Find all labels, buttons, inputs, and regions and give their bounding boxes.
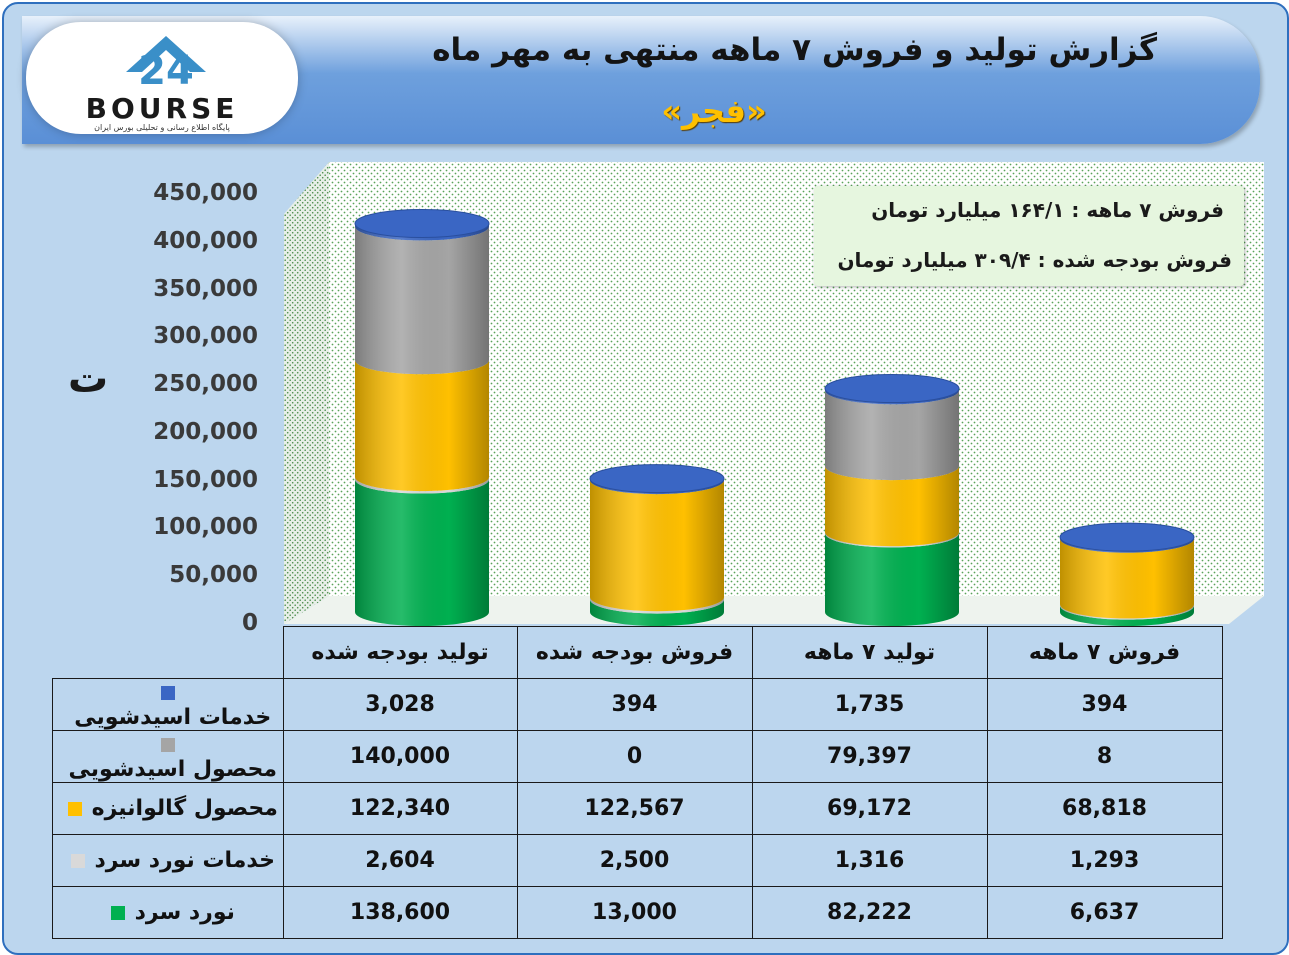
table-cell: 1,316 <box>751 834 988 887</box>
table-cell: 394 <box>516 678 753 731</box>
page-title: گزارش تولید و فروش ۷ ماهه منتهی به مهر م… <box>432 32 1157 68</box>
bar-top-cap <box>589 464 725 494</box>
table-row: محصول اسیدشویی 140,000 0 79,397 8 <box>52 730 1223 783</box>
table-cell: 140,000 <box>282 730 518 783</box>
y-tick-label: 450,000 <box>153 180 258 206</box>
logo-graphic: 24 BOURSE پایگاه اطلاع رسانی و تحلیلی بو… <box>86 36 239 132</box>
y-tick-label: 350,000 <box>153 275 258 302</box>
bar-segment-shading <box>1060 538 1194 619</box>
table-cell: 2,604 <box>282 834 518 887</box>
table-cell: 82,222 <box>751 886 988 939</box>
table-cell: 2,500 <box>516 834 753 887</box>
bar-segment-shading <box>825 466 959 547</box>
bar-segment-shading <box>355 226 489 375</box>
table-row: محصول گالوانیزه 122,340 122,567 69,172 68,81… <box>52 782 1223 835</box>
table-cell: 122,340 <box>282 782 518 835</box>
table-cell: 394 <box>986 678 1223 731</box>
table-cell: 8 <box>986 730 1223 783</box>
table-cell: 13,000 <box>516 886 753 939</box>
page-subtitle: «فجر» <box>661 92 767 130</box>
table-cell: 6,637 <box>986 886 1223 939</box>
legend-label: محصول گالوانیزه <box>91 796 278 821</box>
y-tick-label: 400,000 <box>153 227 258 254</box>
table-cell: 79,397 <box>751 730 988 783</box>
legend-label: نورد سرد <box>134 900 235 925</box>
bar-segment-shading <box>590 480 724 612</box>
y-axis-unit: ت <box>68 356 109 402</box>
legend-label: خدمات نورد سرد <box>94 848 276 873</box>
bar-segment-shading <box>825 390 959 481</box>
table-row-label: خدمات اسیدشویی <box>52 678 284 731</box>
table-header-row: تولید بودجه شده فروش بودجه شده تولید ۷ م… <box>52 626 1223 679</box>
bar-segment-shading <box>590 599 724 626</box>
legend-key <box>110 906 125 920</box>
table-header-cell: تولید بودجه شده <box>282 626 518 679</box>
bar-top-cap <box>824 374 960 404</box>
table-cell: 138,600 <box>282 886 518 939</box>
y-tick-label: 250,000 <box>153 371 258 398</box>
table-cell: 1,735 <box>751 678 988 731</box>
table-header-cell: فروش ۷ ماهه <box>986 626 1223 679</box>
table-cell: 122,567 <box>516 782 753 835</box>
legend-label: خدمات اسیدشویی <box>74 704 272 730</box>
table-corner <box>52 626 284 679</box>
bar-segment-shading <box>355 360 489 492</box>
data-table: تولید بودجه شده فروش بودجه شده تولید ۷ م… <box>52 626 1223 939</box>
summary-sales-line: فروش ۷ ماهه : ۱۶۴/۱ میلیارد تومان <box>871 198 1224 222</box>
table-row: خدمات نورد سرد 2,604 2,500 1,316 1,293 <box>52 834 1223 887</box>
chart-area <box>284 162 1264 626</box>
bar-top-cap <box>354 208 490 238</box>
bar-segment-shading <box>825 533 959 626</box>
table-header-cell: تولید ۷ ماهه <box>751 626 988 679</box>
bar-segment-shading <box>355 223 489 241</box>
table-cell: 3,028 <box>282 678 518 731</box>
bars-group <box>354 208 1195 626</box>
bar-top-cap <box>1059 522 1195 552</box>
table-row-label: نورد سرد <box>52 886 284 939</box>
table-header-cell: فروش بودجه شده <box>516 626 753 679</box>
y-tick-label: 200,000 <box>153 418 258 445</box>
y-tick-label: 100,000 <box>153 514 258 541</box>
y-tick-label: 300,000 <box>153 323 258 350</box>
summary-box: فروش ۷ ماهه : ۱۶۴/۱ میلیارد تومان فروش ب… <box>814 186 1244 286</box>
logo-tagline: پایگاه اطلاع رسانی و تحلیلی بورس ایران <box>94 122 230 132</box>
table-row-label: محصول اسیدشویی <box>52 730 284 783</box>
logo-text: BOURSE <box>86 92 239 125</box>
table-cell: 68,818 <box>986 782 1223 835</box>
legend-key <box>160 737 175 752</box>
legend-label: محصول اسیدشویی <box>68 756 277 782</box>
logo-roof-shape <box>126 36 206 72</box>
table-row-label: خدمات نورد سرد <box>52 834 284 887</box>
table-row: خدمات اسیدشویی 3,028 394 1,735 394 <box>52 678 1223 731</box>
chart-side-wall <box>284 162 329 624</box>
bar-segment-shading <box>355 477 489 494</box>
chart-floor <box>284 596 1264 624</box>
logo: 24 BOURSE پایگاه اطلاع رسانی و تحلیلی بو… <box>26 22 298 134</box>
bar-segment-shading <box>590 597 724 614</box>
logo-number: 24 <box>138 48 194 94</box>
table-cell: 69,172 <box>751 782 988 835</box>
bar-segment-shading <box>1060 605 1194 626</box>
legend-key <box>160 685 175 700</box>
bar-segment-shading <box>355 479 489 626</box>
summary-budget-line: فروش بودجه شده : ۳۰۹/۴ میلیارد تومان <box>837 248 1232 272</box>
legend-key <box>67 802 82 816</box>
legend-key <box>70 854 85 868</box>
table-row: نورد سرد 138,600 13,000 82,222 6,637 <box>52 886 1223 939</box>
table-cell: 1,293 <box>986 834 1223 887</box>
table-row-label: محصول گالوانیزه <box>52 782 284 835</box>
y-tick-label: 50,000 <box>169 562 258 589</box>
table-cell: 0 <box>516 730 753 783</box>
y-tick-label: 150,000 <box>153 466 258 493</box>
